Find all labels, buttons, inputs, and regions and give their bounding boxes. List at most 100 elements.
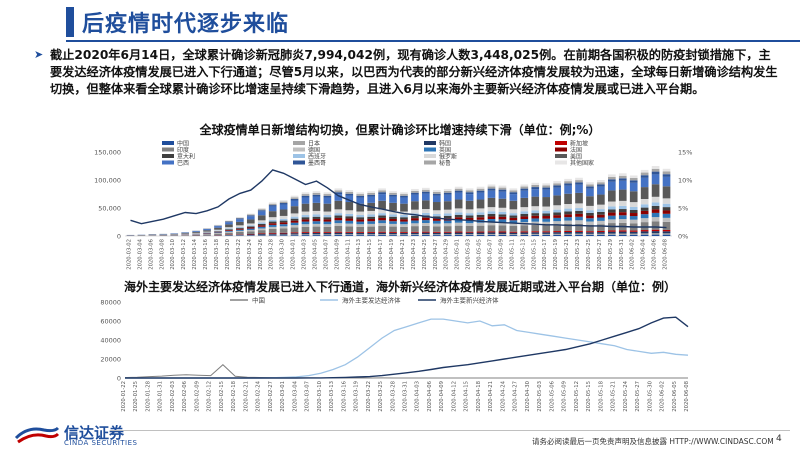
bar-segment <box>575 182 583 185</box>
bar-segment <box>640 198 649 205</box>
bar-segment <box>432 213 441 217</box>
bar-segment <box>553 233 561 235</box>
bar-segment <box>618 200 627 206</box>
bar-segment <box>564 234 572 236</box>
bar-segment <box>411 194 419 202</box>
bar-segment <box>312 221 321 224</box>
bar-segment <box>356 224 365 227</box>
bar-segment <box>520 188 529 191</box>
legend-swatch <box>162 141 174 145</box>
bar-segment <box>597 204 605 210</box>
legend-label: 海外主要发达经济体 <box>342 296 401 305</box>
bar-segment <box>225 231 233 233</box>
chart2-svg: 中国 海外主要发达经济体 海外主要新兴经济体 0 20000 40000 60000 8000… <box>100 296 690 412</box>
bar-segment <box>608 201 616 207</box>
bar-segment <box>597 214 605 218</box>
bar-segment <box>279 222 288 225</box>
bullet-arrow-icon: ➤ <box>34 48 44 61</box>
bar-segment <box>356 215 365 218</box>
bar-segment <box>640 231 649 234</box>
bar-segment <box>465 209 474 214</box>
bar-segment <box>531 196 540 207</box>
page-number: 4 <box>776 434 782 444</box>
bar-segment <box>618 219 627 223</box>
bar-segment <box>662 198 671 204</box>
bar-segment <box>487 234 496 236</box>
x-tick-label: 2020-02-09 <box>194 381 200 412</box>
bar-segment <box>334 231 343 233</box>
bar-segment <box>422 222 430 226</box>
bar-segment <box>542 218 551 222</box>
x-tick-label: 2020-04-21 <box>488 381 494 412</box>
bar-segment <box>279 215 288 219</box>
bar-segment <box>542 185 551 188</box>
bar-segment <box>268 205 277 207</box>
x-tick-label: 2020-06-08 <box>663 238 669 269</box>
title-bar: 后疫情时代逐步来临 <box>0 0 800 42</box>
bar-segment <box>389 235 397 236</box>
x-tick-label: 2020-04-15 <box>464 381 470 412</box>
bar-segment <box>301 234 310 236</box>
bar-segment <box>279 218 288 221</box>
bar-segment <box>662 171 671 175</box>
x-tick-label: 2020-05-27 <box>635 381 641 412</box>
bar-segment <box>520 218 529 223</box>
x-tick-label: 2020-05-19 <box>553 239 559 270</box>
x-tick-label: 2020-01-22 <box>121 381 127 412</box>
bar-segment <box>640 218 649 223</box>
x-tick-label: 2020-04-13 <box>356 239 362 270</box>
bar-segment <box>257 208 266 210</box>
x-tick-label: 2020-03-22 <box>366 381 372 412</box>
y-right-tick-label: 10% <box>678 177 692 185</box>
legend-swatch <box>293 141 305 145</box>
growth-rate-line <box>130 169 667 229</box>
bar-segment <box>586 224 594 232</box>
bar-segment <box>520 232 529 234</box>
x-tick-label: 2020-03-01 <box>280 381 286 412</box>
bar-segment <box>597 217 605 221</box>
bar-segment <box>651 205 660 210</box>
bar-segment <box>618 180 627 190</box>
x-tick-label: 2020-01-31 <box>158 381 164 412</box>
bar-segment <box>575 203 583 209</box>
bar-segment <box>586 205 594 211</box>
bar-segment <box>629 231 638 234</box>
bar-segment <box>422 234 430 236</box>
bar-segment <box>465 194 474 201</box>
x-tick-label: 2020-04-11 <box>345 239 351 270</box>
bar-segment <box>520 213 529 217</box>
bar-segment <box>422 225 430 232</box>
bar-segment <box>542 233 551 235</box>
footer-divider <box>110 430 790 431</box>
bar-segment <box>608 231 616 234</box>
bar-segment <box>389 231 397 233</box>
legend-label: 印度 <box>177 146 189 154</box>
bar-segment <box>422 235 430 236</box>
bar-segment <box>586 188 594 197</box>
x-tick-label: 2020-02-24 <box>256 380 262 411</box>
bar-segment <box>389 214 397 217</box>
bar-segment <box>476 231 485 233</box>
x-tick-label: 2020-03-28 <box>269 238 275 269</box>
bar-segment <box>520 184 529 187</box>
bar-segment <box>575 180 583 183</box>
bar-segment <box>290 234 299 236</box>
x-tick-label: 2020-03-08 <box>159 238 165 269</box>
bar-segment <box>443 201 452 210</box>
logo-text-en: CINDA SECURITIES <box>64 439 138 447</box>
bar-segment <box>542 183 551 186</box>
bar-segment <box>498 191 507 199</box>
bar-segment <box>214 231 222 233</box>
bar-segment <box>553 221 561 225</box>
bar-segment <box>378 194 386 201</box>
x-tick-label: 2020-02-06 <box>182 380 188 411</box>
bar-segment <box>498 207 507 212</box>
bar-segment <box>225 230 233 232</box>
bar-segment <box>279 201 288 204</box>
bar-segment <box>257 215 266 221</box>
bar-segment <box>378 209 386 214</box>
bar-segment <box>345 191 354 194</box>
bar-segment <box>509 235 518 236</box>
bar-segment <box>586 212 594 216</box>
bar-segment <box>367 216 375 219</box>
